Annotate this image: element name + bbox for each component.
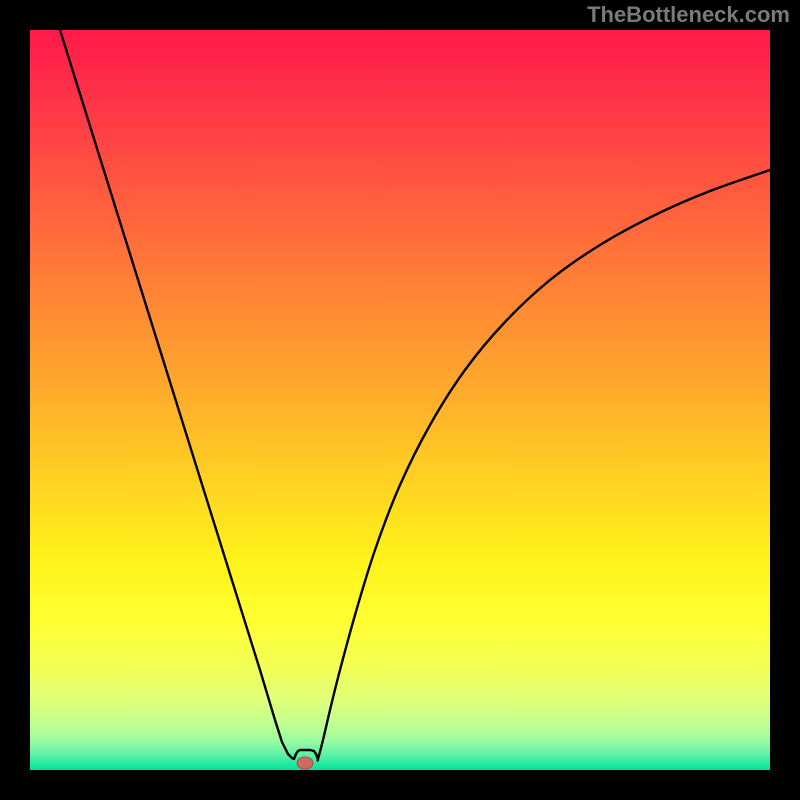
bottleneck-chart (0, 0, 800, 800)
chart-frame: TheBottleneck.com (0, 0, 800, 800)
watermark-label: TheBottleneck.com (587, 2, 790, 28)
optimal-point-marker (297, 757, 313, 769)
